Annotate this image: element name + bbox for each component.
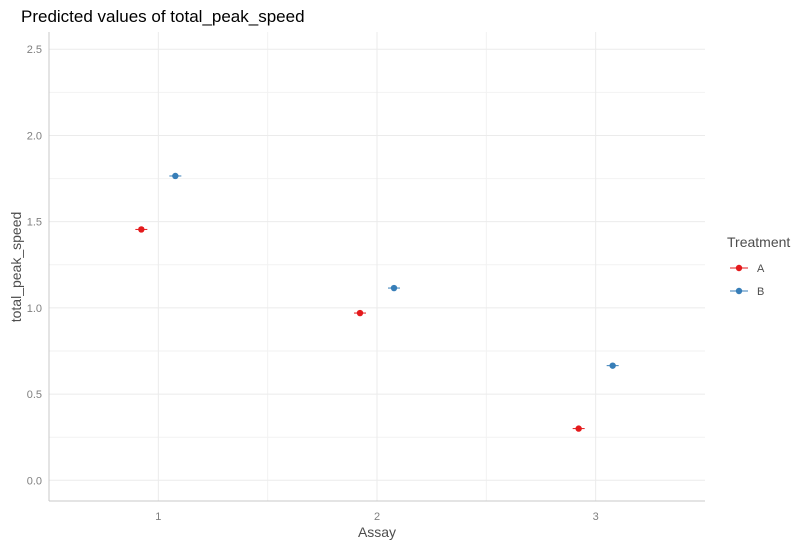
x-tick-label: 2 — [374, 511, 380, 523]
legend-title: Treatment — [727, 234, 790, 250]
major-gridlines — [49, 32, 705, 501]
x-tick-labels: 1 2 3 — [155, 511, 598, 523]
x-axis-title: Assay — [358, 524, 396, 540]
y-tick-label: 2.0 — [27, 130, 42, 142]
y-tick-labels: 0.0 0.5 1.0 1.5 2.0 2.5 — [27, 44, 42, 487]
x-tick-label: 1 — [155, 511, 161, 523]
x-tick-label: 3 — [593, 511, 599, 523]
data-points — [135, 172, 619, 432]
data-point — [356, 309, 364, 317]
y-tick-label: 1.5 — [27, 217, 42, 229]
legend-key-point — [735, 287, 743, 295]
y-tick-label: 0.0 — [27, 475, 42, 487]
data-point — [609, 362, 616, 369]
y-tick-label: 1.0 — [27, 303, 42, 315]
y-axis-title: total_peak_speed — [8, 212, 24, 323]
data-point — [390, 284, 398, 292]
data-point — [138, 226, 145, 233]
legend: Treatment AB — [727, 234, 790, 298]
chart-title: Predicted values of total_peak_speed — [21, 7, 305, 26]
y-tick-label: 2.5 — [27, 44, 42, 56]
y-tick-label: 0.5 — [27, 389, 42, 401]
legend-label: A — [757, 263, 765, 275]
data-point — [172, 172, 179, 180]
legend-key-point — [735, 264, 743, 272]
data-point — [575, 425, 582, 432]
legend-label: B — [757, 286, 764, 298]
